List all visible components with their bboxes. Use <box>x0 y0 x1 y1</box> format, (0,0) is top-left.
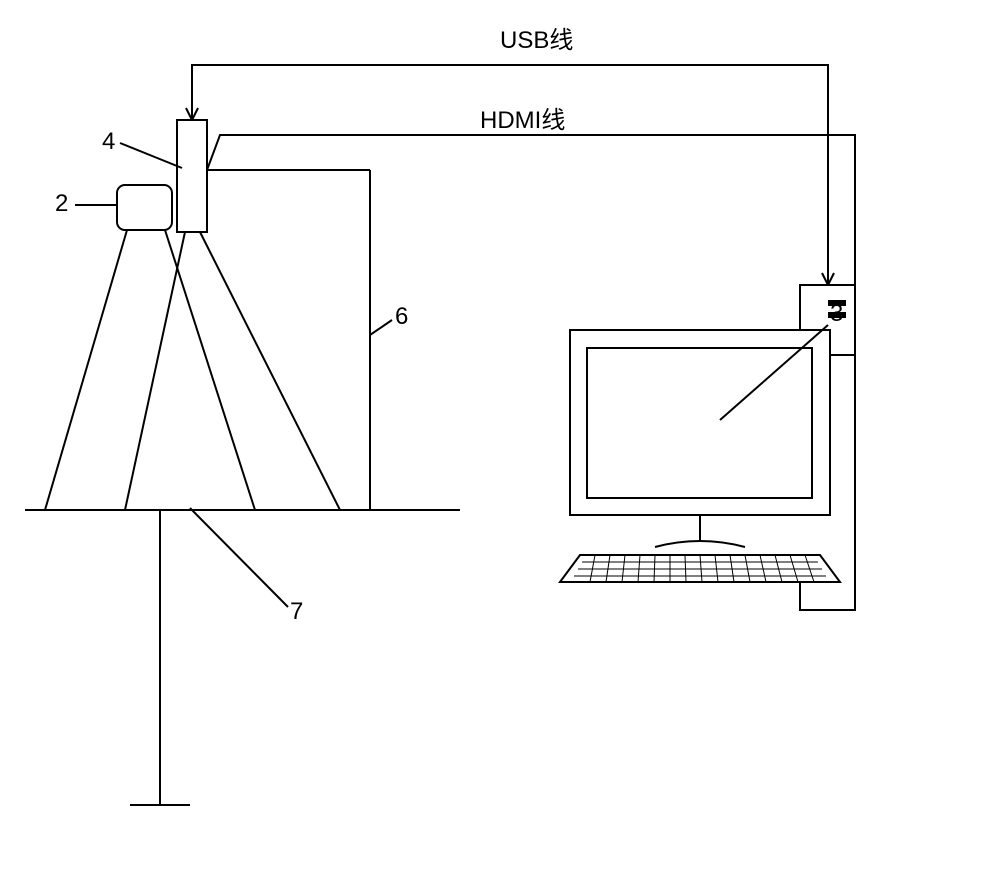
usb-label: USB线 <box>500 20 573 55</box>
usb-cable-line <box>192 65 828 285</box>
ref-3-label: 3 <box>830 300 843 328</box>
monitor-screen <box>587 348 812 498</box>
ref-7-leader <box>190 508 288 607</box>
technical-diagram: USB线 HDMI线 4 2 6 3 7 <box>0 0 1000 886</box>
ray-1 <box>45 230 127 510</box>
projector-box <box>177 120 207 232</box>
ref-4-leader <box>120 143 182 168</box>
ref-7-label: 7 <box>290 598 303 626</box>
ref-2-label: 2 <box>55 190 68 218</box>
ray-4 <box>200 232 340 510</box>
ref-6-label: 6 <box>395 303 408 331</box>
hdmi-label: HDMI线 <box>480 100 565 135</box>
camera-box <box>117 185 172 230</box>
ray-3 <box>125 232 185 510</box>
ref-6-leader <box>370 320 392 335</box>
monitor-base <box>655 541 745 547</box>
ref-4-label: 4 <box>102 128 115 156</box>
ray-2 <box>165 230 255 510</box>
